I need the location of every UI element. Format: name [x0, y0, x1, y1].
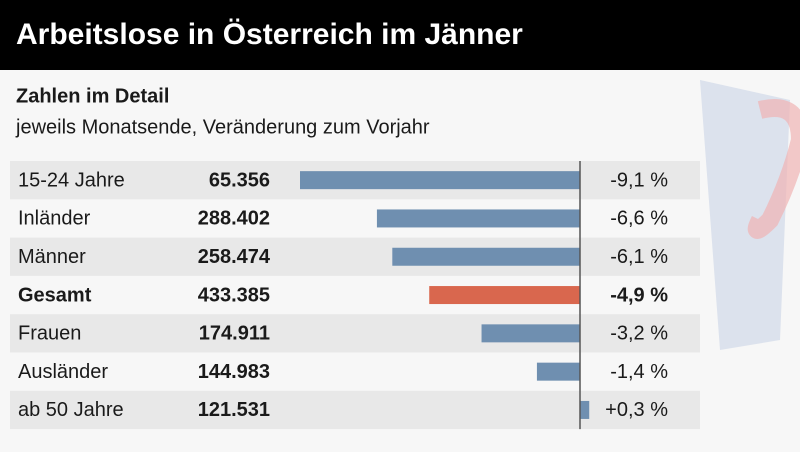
bar — [429, 286, 580, 305]
row-label: Männer — [18, 246, 86, 268]
row-count: 433.385 — [198, 284, 270, 306]
bar — [536, 362, 580, 381]
chart-subtitle: Zahlen im Detail — [16, 85, 169, 107]
value-label: -6,1 % — [610, 246, 668, 268]
bar — [300, 171, 580, 190]
row-label: Inländer — [18, 208, 91, 230]
row-count: 174.911 — [199, 323, 270, 345]
row-label: Frauen — [18, 323, 81, 345]
row-band — [10, 314, 700, 353]
bar — [481, 324, 580, 343]
bar — [580, 400, 590, 419]
row-count: 288.402 — [198, 208, 270, 230]
row-label: Ausländer — [18, 361, 108, 383]
value-label: -9,1 % — [610, 169, 668, 191]
value-label: -1,4 % — [610, 361, 668, 383]
logo-decor — [747, 99, 800, 239]
value-label: +0,3 % — [605, 399, 668, 421]
row-count: 121.531 — [198, 399, 270, 421]
row-count: 144.983 — [198, 361, 270, 383]
value-label: -4,9 % — [610, 284, 668, 306]
value-label: -6,6 % — [610, 208, 668, 230]
chart-note: jeweils Monatsende, Veränderung zum Vorj… — [15, 116, 430, 138]
logo-decor — [700, 80, 790, 350]
row-count: 65.356 — [209, 169, 270, 191]
row-label: Gesamt — [18, 284, 92, 306]
bar — [376, 209, 580, 228]
row-band — [10, 237, 700, 276]
value-label: -3,2 % — [610, 323, 668, 345]
chart-title: Arbeitslose in Österreich im Jänner — [16, 18, 523, 51]
row-count: 258.474 — [198, 246, 271, 268]
header — [0, 0, 800, 70]
row-label: ab 50 Jahre — [18, 399, 124, 421]
row-label: 15-24 Jahre — [18, 169, 125, 191]
bar — [392, 247, 580, 266]
